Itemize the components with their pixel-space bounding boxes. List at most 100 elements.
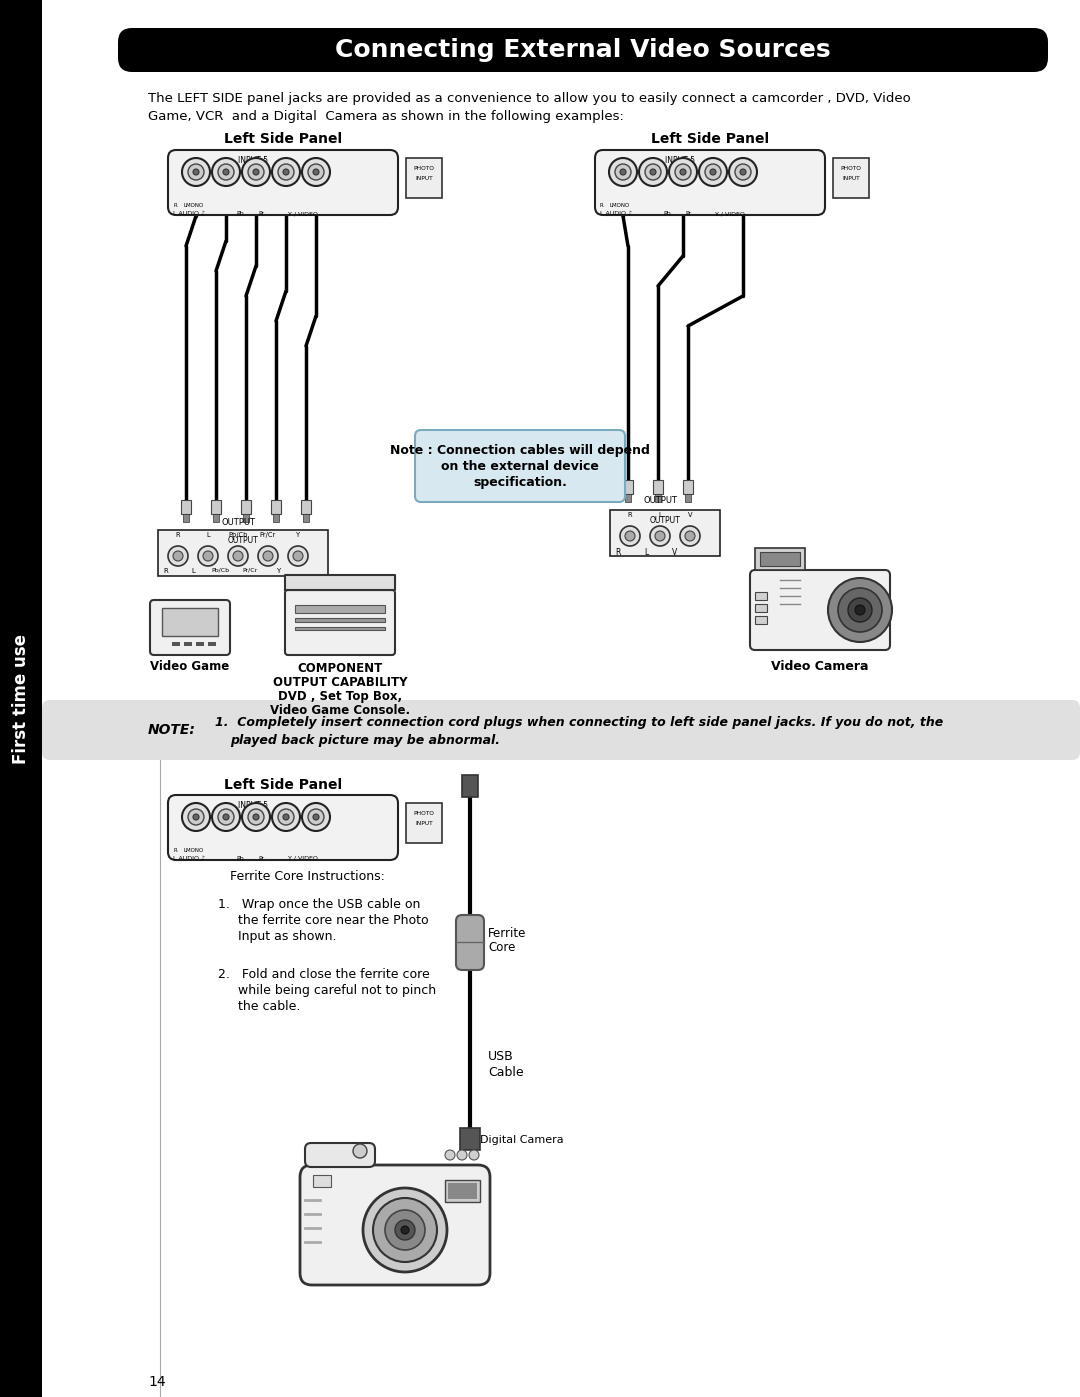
Circle shape xyxy=(272,803,300,831)
Text: DVD , Set Top Box,: DVD , Set Top Box, xyxy=(278,690,402,703)
Circle shape xyxy=(302,158,330,186)
Text: specification.: specification. xyxy=(473,476,567,489)
Text: OUTPUT: OUTPUT xyxy=(228,536,258,545)
Circle shape xyxy=(685,531,696,541)
Circle shape xyxy=(218,809,234,826)
Text: Pr/Cr: Pr/Cr xyxy=(242,569,258,573)
Circle shape xyxy=(283,814,289,820)
Text: Video Game: Video Game xyxy=(150,659,230,673)
Circle shape xyxy=(222,169,229,175)
Bar xyxy=(654,495,661,502)
Bar xyxy=(625,495,631,502)
Bar xyxy=(623,481,633,495)
Text: R: R xyxy=(173,848,177,854)
Text: on the external device: on the external device xyxy=(441,460,599,474)
Circle shape xyxy=(308,163,324,180)
Bar xyxy=(295,605,384,613)
Circle shape xyxy=(855,605,865,615)
Text: 14: 14 xyxy=(148,1375,165,1389)
Circle shape xyxy=(469,1150,480,1160)
Circle shape xyxy=(645,163,661,180)
Circle shape xyxy=(654,531,665,541)
Text: R: R xyxy=(616,548,621,557)
Text: LMONO: LMONO xyxy=(183,203,203,208)
Circle shape xyxy=(278,163,294,180)
Text: INPUT: INPUT xyxy=(842,176,860,182)
Circle shape xyxy=(293,550,303,562)
Circle shape xyxy=(353,1144,367,1158)
Text: Y: Y xyxy=(275,569,280,574)
Circle shape xyxy=(242,158,270,186)
Circle shape xyxy=(283,169,289,175)
Text: L: L xyxy=(644,548,648,557)
Bar xyxy=(448,1183,477,1199)
Bar xyxy=(303,514,309,522)
Circle shape xyxy=(710,169,716,175)
Circle shape xyxy=(705,163,721,180)
Text: Pr: Pr xyxy=(258,211,265,217)
Text: Ferrite: Ferrite xyxy=(488,928,526,940)
Bar xyxy=(172,643,180,645)
Text: Pb: Pb xyxy=(663,211,671,217)
Circle shape xyxy=(729,158,757,186)
Circle shape xyxy=(308,809,324,826)
Circle shape xyxy=(203,550,213,562)
Text: V: V xyxy=(673,548,677,557)
Text: OUTPUT CAPABILITY: OUTPUT CAPABILITY xyxy=(273,676,407,689)
Bar xyxy=(271,500,281,514)
Text: Left Side Panel: Left Side Panel xyxy=(651,131,769,147)
Circle shape xyxy=(248,163,264,180)
Circle shape xyxy=(650,169,656,175)
Circle shape xyxy=(735,163,751,180)
Bar xyxy=(685,495,691,502)
Bar xyxy=(313,1175,330,1187)
Text: R: R xyxy=(164,569,168,574)
Text: The LEFT SIDE panel jacks are provided as a convenience to allow you to easily c: The LEFT SIDE panel jacks are provided a… xyxy=(148,92,910,105)
Circle shape xyxy=(675,163,691,180)
Text: V: V xyxy=(688,511,692,518)
Circle shape xyxy=(373,1199,437,1261)
Circle shape xyxy=(401,1227,409,1234)
FancyBboxPatch shape xyxy=(595,149,825,215)
Bar xyxy=(183,514,189,522)
Text: Pr: Pr xyxy=(258,856,265,861)
Circle shape xyxy=(233,550,243,562)
Text: Video Camera: Video Camera xyxy=(771,659,868,673)
Text: Video Game Console.: Video Game Console. xyxy=(270,704,410,717)
Circle shape xyxy=(253,814,259,820)
Circle shape xyxy=(639,158,667,186)
Bar xyxy=(833,158,869,198)
Text: LMONO: LMONO xyxy=(183,848,203,854)
Text: Core: Core xyxy=(488,942,515,954)
Circle shape xyxy=(609,158,637,186)
Circle shape xyxy=(258,546,278,566)
Text: LMONO: LMONO xyxy=(610,203,631,208)
Bar xyxy=(181,500,191,514)
Text: Y / VIDEO: Y / VIDEO xyxy=(288,856,318,861)
Circle shape xyxy=(828,578,892,643)
Text: L AUDIO ♪: L AUDIO ♪ xyxy=(173,856,205,861)
Text: Input as shown.: Input as shown. xyxy=(218,930,337,943)
Text: Left Side Panel: Left Side Panel xyxy=(224,778,342,792)
Circle shape xyxy=(278,809,294,826)
Bar xyxy=(162,608,218,636)
Text: Cable: Cable xyxy=(488,1066,524,1078)
Circle shape xyxy=(848,598,872,622)
Bar xyxy=(755,592,767,599)
Circle shape xyxy=(699,158,727,186)
Circle shape xyxy=(248,809,264,826)
FancyBboxPatch shape xyxy=(415,430,625,502)
Circle shape xyxy=(228,546,248,566)
Bar xyxy=(184,643,192,645)
Circle shape xyxy=(288,546,308,566)
Bar xyxy=(755,604,767,612)
Text: L: L xyxy=(658,511,662,518)
Circle shape xyxy=(457,1150,467,1160)
Circle shape xyxy=(620,169,626,175)
Text: USB: USB xyxy=(488,1051,514,1063)
Text: INPUT 5: INPUT 5 xyxy=(238,156,268,165)
Text: 1.  Completely insert connection cord plugs when connecting to left side panel j: 1. Completely insert connection cord plu… xyxy=(215,717,943,729)
Text: 1.   Wrap once the USB cable on: 1. Wrap once the USB cable on xyxy=(218,898,420,911)
Text: NOTE:: NOTE: xyxy=(148,724,195,738)
Text: Pr/Cr: Pr/Cr xyxy=(260,532,276,538)
